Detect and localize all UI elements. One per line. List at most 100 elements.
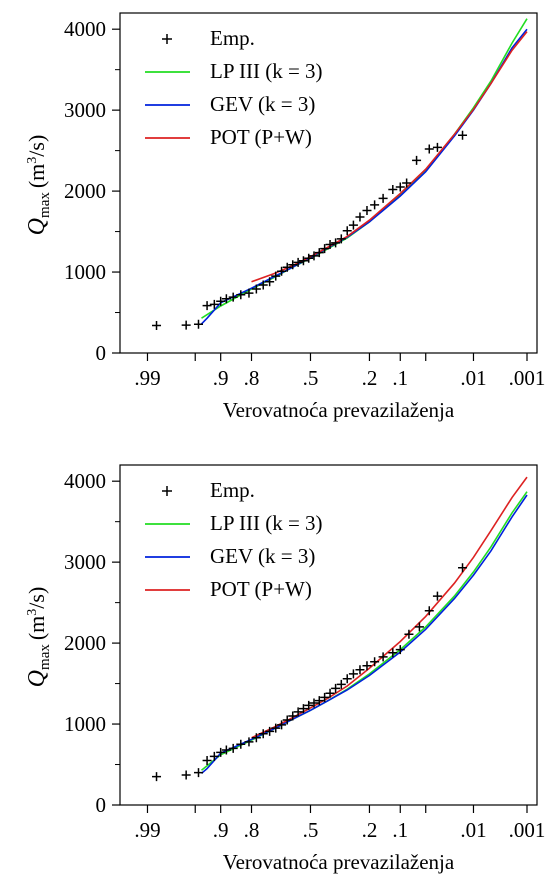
data-point	[395, 645, 405, 655]
series-line-2	[200, 494, 528, 775]
y-title-superscript: 3	[25, 609, 40, 616]
data-point	[378, 652, 388, 662]
data-point	[193, 319, 203, 329]
data-point	[348, 669, 358, 679]
legend-label: POT (P+W)	[210, 577, 312, 601]
data-point	[282, 262, 292, 272]
data-point	[181, 320, 191, 330]
series-group	[152, 18, 528, 330]
data-point	[265, 726, 275, 736]
data-point	[293, 707, 303, 717]
data-point	[209, 299, 219, 309]
data-point	[320, 692, 330, 702]
legend-label: LP III (k = 3)	[210, 511, 323, 535]
data-point	[309, 251, 319, 261]
y-title-unit: (m	[24, 616, 49, 640]
data-point	[424, 144, 434, 154]
data-point	[362, 206, 372, 216]
y-title-unit-end: /s)	[24, 135, 49, 157]
data-point	[402, 178, 412, 188]
data-point	[258, 729, 268, 739]
chart-panel-2: 0 1000 2000 3000 4000 .99 .9 .8 .5 .2 .1 .01 .001 Ver…	[24, 464, 545, 874]
data-point	[282, 715, 292, 725]
x-tick-label: .9	[213, 818, 229, 842]
x-tick-label: .9	[213, 366, 229, 390]
data-point	[342, 226, 352, 236]
legend-label: GEV (k = 3)	[210, 92, 315, 116]
data-point	[342, 674, 352, 684]
data-point	[458, 130, 468, 140]
data-point	[304, 700, 314, 710]
data-point	[432, 591, 442, 601]
data-point	[209, 751, 219, 761]
data-point	[228, 743, 238, 753]
y-tick-label: 4000	[64, 469, 106, 493]
data-point	[244, 737, 254, 747]
x-tick-label: .2	[362, 366, 378, 390]
data-point	[228, 292, 238, 302]
y-tick-label: 3000	[64, 550, 106, 574]
data-point	[193, 768, 203, 778]
x-tick-label: .001	[509, 818, 546, 842]
data-point	[320, 244, 330, 254]
legend: Emp. LP III (k = 3) GEV (k = 3) POT (P+W)	[145, 26, 323, 149]
legend-label: LP III (k = 3)	[210, 59, 323, 83]
y-title-superscript: 3	[25, 157, 40, 164]
y-title-symbol: Q	[24, 218, 50, 235]
legend-label: Emp.	[210, 478, 255, 502]
y-tick-label: 2000	[64, 179, 106, 203]
x-tick-label: .1	[392, 366, 408, 390]
data-point	[336, 679, 346, 689]
legend-label: Emp.	[210, 26, 255, 50]
y-axis: 0 1000 2000 3000 4000	[64, 17, 120, 365]
data-point	[293, 257, 303, 267]
y-tick-label: 0	[96, 793, 107, 817]
x-axis: .99 .9 .8 .5 .2 .1 .01 .001	[134, 353, 545, 390]
data-point	[458, 563, 468, 573]
data-point	[271, 271, 281, 281]
y-axis-title: Qmax (m3/s)	[24, 587, 53, 688]
y-title-subscript: max	[37, 192, 53, 218]
data-point	[388, 648, 398, 658]
x-axis: .99 .9 .8 .5 .2 .1 .01 .001	[134, 805, 545, 842]
data-point	[370, 200, 380, 210]
empirical-points	[152, 130, 468, 330]
plot-frame	[119, 464, 538, 806]
x-axis-title: Verovatnoća prevazilaženja	[223, 398, 455, 422]
data-point	[314, 248, 324, 258]
data-point	[244, 288, 254, 298]
data-point	[355, 665, 365, 675]
data-point	[236, 290, 246, 300]
legend-marker-points	[162, 486, 172, 496]
data-point	[412, 155, 422, 165]
data-point	[202, 301, 212, 311]
data-point	[362, 661, 372, 671]
data-point	[265, 277, 275, 287]
x-tick-label: .8	[244, 366, 260, 390]
data-point	[331, 238, 341, 248]
data-point	[404, 629, 414, 639]
data-point	[331, 683, 341, 693]
data-point	[251, 733, 261, 743]
data-point	[378, 193, 388, 203]
chart-panel-1: 0 1000 2000 3000 4000 .99 .9 .8 .5 .2 .1 .01 .001 Ver…	[24, 12, 545, 422]
data-point	[288, 260, 298, 270]
data-point	[388, 184, 398, 194]
data-point	[432, 142, 442, 152]
x-tick-label: .5	[303, 818, 319, 842]
empirical-points	[152, 563, 468, 782]
data-point	[348, 220, 358, 230]
data-point	[355, 212, 365, 222]
y-title-unit: (m	[24, 164, 49, 188]
series-group	[152, 476, 528, 782]
y-tick-label: 1000	[64, 260, 106, 284]
data-point	[202, 755, 212, 765]
data-point	[336, 234, 346, 244]
data-point	[277, 266, 287, 276]
data-point	[298, 704, 308, 714]
legend-label: POT (P+W)	[210, 125, 312, 149]
data-point	[251, 284, 261, 294]
data-point	[221, 745, 231, 755]
y-tick-label: 1000	[64, 712, 106, 736]
